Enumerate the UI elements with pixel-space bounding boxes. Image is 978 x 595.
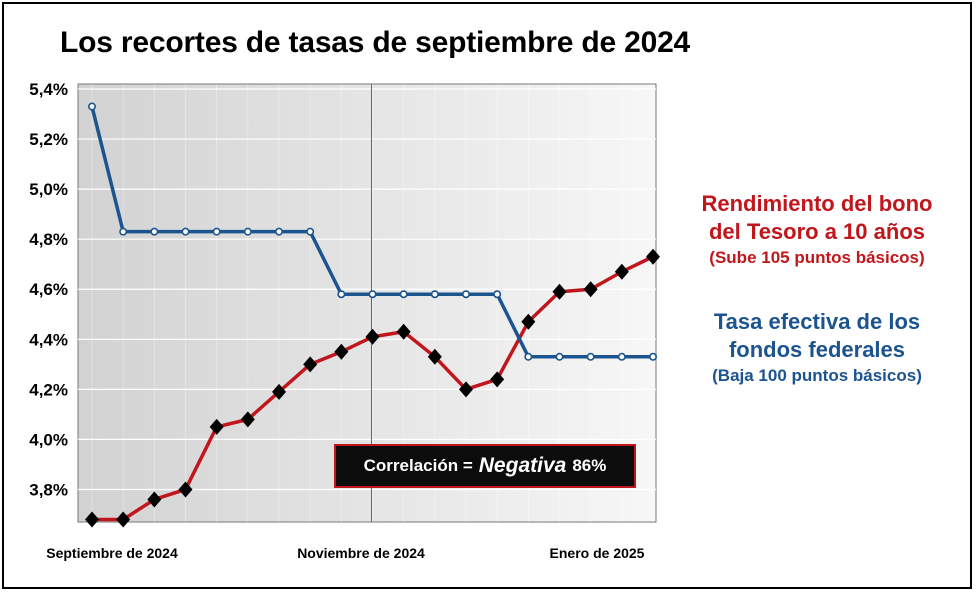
data-point-diamond [490, 371, 505, 388]
data-point-diamond [303, 356, 318, 373]
x-tick-label: Septiembre de 2024 [46, 545, 178, 561]
correlation-value: 86% [572, 456, 607, 475]
series-treasury-yield [85, 248, 660, 528]
legend-fed-funds: Tasa efectiva de los fondos federales (B… [672, 308, 962, 388]
data-point-circle [212, 227, 221, 236]
data-point-diamond [116, 511, 131, 528]
data-point-circle [430, 290, 439, 299]
series-fed-funds-rate [88, 102, 657, 361]
data-point-diamond [365, 328, 380, 345]
correlation-box: Correlación = Negativa 86% [334, 444, 636, 488]
y-tick-label: 4,0% [29, 430, 68, 449]
y-tick-label: 5,2% [29, 130, 68, 149]
legend-fed-funds-line2: fondos federales [728, 337, 906, 362]
y-tick-label: 5,0% [29, 180, 68, 199]
data-point-circle [461, 290, 470, 299]
data-point-diamond [396, 323, 411, 340]
gridlines [78, 84, 656, 522]
data-point-circle [617, 352, 626, 361]
y-tick-label: 3,8% [29, 480, 68, 499]
data-point-circle [368, 290, 377, 299]
data-point-circle [243, 227, 252, 236]
data-point-diamond [552, 283, 567, 300]
chart-title: Los recortes de tasas de septiembre de 2… [60, 26, 691, 59]
x-tick-label: Noviembre de 2024 [297, 545, 425, 561]
legend-treasury-line2: del Tesoro a 10 años [708, 219, 925, 244]
data-point-diamond [209, 418, 224, 435]
data-point-circle [555, 352, 564, 361]
y-tick-label: 5,4% [29, 80, 68, 99]
correlation-prefix: Correlación = [363, 456, 473, 475]
correlation-emphasis: Negativa [478, 454, 567, 477]
y-axis-ticks: 3,8% 4,0% 4,2% 4,4% 4,6% 4,8% 5,0% 5,2% 5,4% [29, 80, 68, 499]
data-point-diamond [85, 511, 99, 528]
data-point-diamond [614, 263, 629, 280]
x-tick-label: Enero de 2025 [550, 545, 645, 561]
y-tick-label: 4,2% [29, 380, 68, 399]
legend-fed-funds-line1: Tasa efectiva de los [713, 309, 921, 334]
data-point-diamond [521, 313, 536, 330]
data-point-diamond [178, 481, 193, 498]
data-point-diamond [427, 348, 442, 365]
data-point-circle [119, 227, 128, 236]
data-point-diamond [147, 491, 162, 508]
x-axis-labels: Septiembre de 2024 Noviembre de 2024 Enero… [46, 545, 644, 561]
data-point-circle [181, 227, 190, 236]
data-point-diamond [272, 383, 286, 400]
data-point-diamond [334, 343, 349, 360]
data-point-circle [337, 290, 346, 299]
data-point-circle [88, 102, 97, 111]
legend-treasury-line1: Rendimiento del bono [701, 191, 933, 216]
data-point-diamond [646, 248, 660, 265]
y-tick-label: 4,6% [29, 280, 68, 299]
data-point-circle [586, 352, 595, 361]
data-point-diamond [240, 411, 255, 428]
data-point-circle [150, 227, 159, 236]
data-point-circle [274, 227, 283, 236]
legend-treasury-change: (Sube 105 puntos básicos) [709, 248, 925, 267]
legend-treasury: Rendimiento del bono del Tesoro a 10 año… [672, 190, 962, 270]
data-point-diamond [459, 381, 473, 398]
data-point-circle [493, 290, 502, 299]
y-tick-label: 4,8% [29, 230, 68, 249]
data-point-diamond [583, 281, 598, 298]
data-point-circle [648, 352, 657, 361]
data-point-circle [399, 290, 408, 299]
legend-fed-funds-change: (Baja 100 puntos básicos) [712, 366, 922, 385]
y-tick-label: 4,4% [29, 330, 68, 349]
data-point-circle [524, 352, 533, 361]
data-point-circle [306, 227, 315, 236]
